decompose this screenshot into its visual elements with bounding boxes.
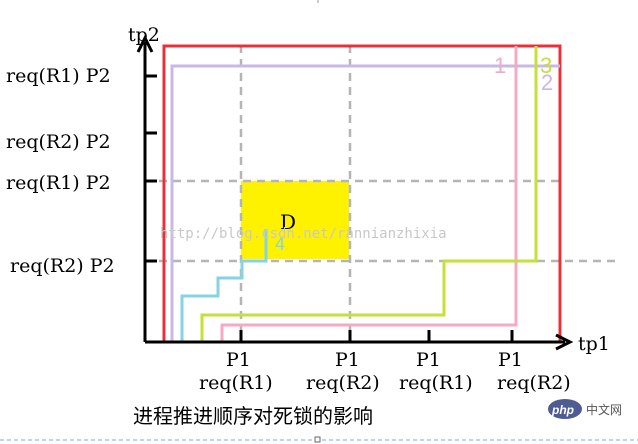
- resize-handle: [314, 436, 321, 443]
- caption: 进程推进顺序对死锁的影响: [133, 404, 373, 428]
- path-number-4: 4: [275, 234, 285, 254]
- x-tick-proc: P1: [226, 349, 251, 371]
- path-3: [200, 46, 538, 342]
- x-tick-proc: P1: [498, 349, 523, 371]
- x-ticks: [239, 330, 514, 342]
- y-axis-label: tp2: [128, 24, 160, 46]
- x-axis-label: tp1: [578, 333, 610, 355]
- x-tick-req: req(R2): [306, 372, 380, 394]
- x-tick-proc: P1: [416, 349, 441, 371]
- php-logo-brand: php: [551, 403, 574, 417]
- y-tick-label: req(R2) P2: [10, 255, 115, 277]
- x-tick-req: req(R2): [497, 372, 571, 394]
- path-1: [220, 46, 518, 342]
- dashed-grid: [145, 45, 620, 342]
- path-number-2: 2: [541, 70, 553, 95]
- y-tick-label: req(R1) P2: [6, 172, 111, 194]
- x-axis-arrow: [555, 333, 574, 351]
- path-4: [180, 229, 268, 342]
- axes: [136, 34, 574, 351]
- y-axis-arrow: [136, 34, 154, 53]
- outer-boundary: [162, 44, 562, 344]
- php-logo: php 中文网: [548, 399, 622, 419]
- php-logo-site: 中文网: [586, 402, 622, 417]
- x-tick-req: req(R1): [399, 372, 473, 394]
- path-number-1: 1: [494, 53, 506, 78]
- path-2: [170, 64, 560, 342]
- y-ticks: [145, 74, 157, 263]
- y-tick-label: req(R1) P2: [6, 65, 111, 87]
- watermark: http://blog.csdn.net/rannianzhixia: [160, 226, 447, 242]
- path-number-3: 3: [540, 53, 552, 78]
- x-tick-req: req(R1): [199, 372, 273, 394]
- region-label: D: [280, 210, 296, 234]
- php-logo-badge: [548, 399, 582, 419]
- y-tick-label: req(R2) P2: [6, 131, 111, 153]
- deadlock-region: [241, 181, 349, 259]
- x-tick-proc: P1: [335, 349, 360, 371]
